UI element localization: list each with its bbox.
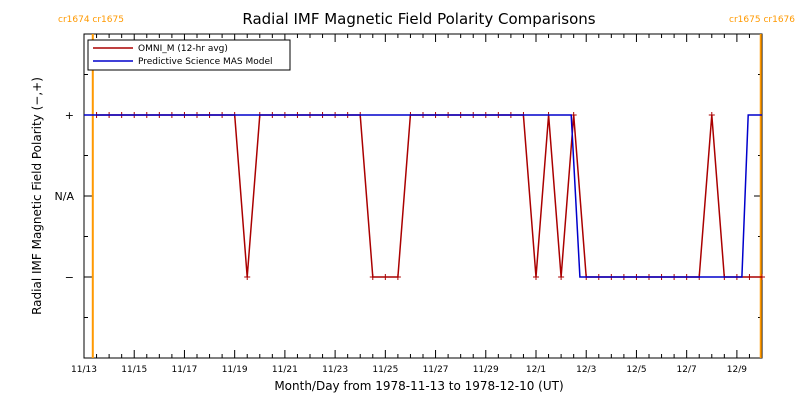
- series-line: [84, 114, 762, 278]
- carrington-rotation-label: cr1674 cr1675: [58, 15, 124, 25]
- chart-title: Radial IMF Magnetic Field Polarity Compa…: [242, 10, 595, 28]
- x-tick-label: 12/7: [677, 365, 697, 375]
- plot-area: 11/13 11/15 11/17 11/19 11/21 11/23 11/25 11/27…: [55, 15, 796, 375]
- data-point: [369, 274, 376, 280]
- x-tick-label: 11/25: [372, 365, 398, 375]
- data-point: [244, 274, 251, 280]
- data-point: [708, 112, 715, 118]
- x-tick-label: 12/3: [576, 365, 596, 375]
- plot-frame: [83, 33, 763, 359]
- data-point: [746, 274, 753, 280]
- x-tick-label: 11/19: [222, 365, 248, 375]
- carrington-rotation-label: cr1675 cr1676: [729, 15, 795, 25]
- x-tick-label: 12/9: [727, 365, 747, 375]
- x-tick-label: 11/21: [272, 365, 298, 375]
- legend: OMNI_M (12-hr avg) Predictive Science MA…: [87, 39, 291, 71]
- y-tick-label: N/A: [55, 190, 75, 203]
- data-point: [382, 274, 389, 280]
- y-axis-label: Radial IMF Magnetic Field Polarity (−,+): [30, 77, 44, 315]
- series-line: [96, 114, 762, 278]
- data-point: [394, 274, 401, 280]
- legend-box: [87, 39, 291, 71]
- data-point: [558, 274, 565, 280]
- x-tick-label: 11/13: [71, 365, 97, 375]
- y-tick-label: −: [65, 271, 74, 284]
- legend-label-omni: OMNI_M (12-hr avg): [138, 44, 228, 54]
- x-tick-label: 12/1: [526, 365, 546, 375]
- data-point: [533, 274, 539, 280]
- x-axis-label: Month/Day from 1978-11-13 to 1978-12-10 …: [274, 379, 563, 393]
- x-tick-label: 12/5: [626, 365, 646, 375]
- x-tick-label: 11/17: [171, 365, 197, 375]
- x-tick-label: 11/23: [322, 365, 348, 375]
- x-tick-label: 11/15: [121, 365, 147, 375]
- x-tick-label: 11/29: [473, 365, 499, 375]
- y-tick-label: +: [65, 109, 74, 122]
- x-tick-label: 11/27: [423, 365, 449, 375]
- legend-label-mas: Predictive Science MAS Model: [138, 57, 273, 67]
- data-point: [759, 274, 765, 280]
